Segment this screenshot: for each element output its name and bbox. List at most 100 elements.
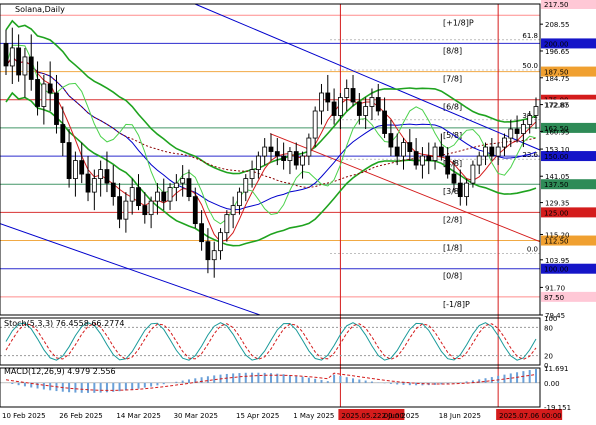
y-axis-tick-label: 172.85 xyxy=(545,102,570,110)
trend-line-red xyxy=(269,133,541,243)
candle-body xyxy=(211,250,217,261)
time-marker-text: 2025.07.06 00:00 xyxy=(499,412,561,420)
price-tag-text: 200.00 xyxy=(544,40,569,48)
candle-body xyxy=(312,110,318,139)
candle-body xyxy=(22,56,28,76)
candle-body xyxy=(533,106,539,116)
candle-body xyxy=(243,178,249,193)
candle-body xyxy=(173,182,179,189)
stochastic-panel xyxy=(0,322,540,361)
candle-body xyxy=(142,205,148,216)
x-axis-label: 18 Jun 2025 xyxy=(439,412,481,420)
time-marker-text: 2025.05.22 00:00 xyxy=(341,412,403,420)
candle-body xyxy=(35,79,40,107)
candle-body xyxy=(388,133,394,148)
price-tag-text: 125.00 xyxy=(544,209,569,217)
candle-body xyxy=(356,101,362,116)
candle-body xyxy=(28,56,34,80)
y-axis-tick-label: 115.20 xyxy=(545,231,570,239)
candle-body xyxy=(60,124,66,143)
candle-body xyxy=(495,146,501,157)
stochastic-label: Stoch(5,3,3) 76.4558 66.2774 xyxy=(4,319,124,328)
x-axis-label: 26 Feb 2025 xyxy=(59,412,103,420)
macd-panel-border xyxy=(0,367,541,408)
price-tag-text: 150.00 xyxy=(544,153,569,161)
candle-body xyxy=(237,191,242,207)
price-tag-bg xyxy=(541,235,596,246)
price-tag-bg xyxy=(541,291,596,302)
y-axis-tick-label: 91.70 xyxy=(545,284,565,292)
candle-body xyxy=(192,196,198,225)
murray-level-label: [6/8] xyxy=(443,103,462,112)
price-panel-border xyxy=(0,3,541,316)
x-axis-label: 30 Mar 2025 xyxy=(174,412,218,420)
candle-body xyxy=(255,155,261,170)
candle-body xyxy=(186,178,192,198)
candle-body xyxy=(514,128,520,134)
candle-body xyxy=(274,151,280,157)
candle-body xyxy=(438,146,444,157)
price-tag-bg xyxy=(541,263,596,274)
candle-body xyxy=(502,137,507,148)
price-tag-text: 172.87 xyxy=(544,102,569,110)
price-panel: [+1/8]P[8/8][7/8][6/8][5/8][4/8][3/8][2/… xyxy=(0,3,541,407)
time-marker-tag xyxy=(338,409,405,420)
candle-body xyxy=(117,196,122,220)
candle-body xyxy=(407,142,413,152)
murray-level-label: [-1/8]P xyxy=(443,300,470,309)
candle-body xyxy=(300,155,305,166)
candle-body xyxy=(16,47,22,76)
candle-body xyxy=(79,160,85,175)
y-axis-tick-label: 129.35 xyxy=(545,200,570,208)
fib-level-label: 50.0 xyxy=(522,62,538,70)
price-tag-bg xyxy=(541,66,596,77)
murray-level-label: [0/8] xyxy=(443,272,462,281)
candle-body xyxy=(161,191,167,202)
candle-body xyxy=(85,173,91,193)
macd-axis-label: 11.691 xyxy=(544,365,569,373)
y-axis-tick-label: 103.95 xyxy=(545,257,570,265)
candle-body xyxy=(483,146,488,157)
price-tag-bg xyxy=(541,151,596,162)
candle-body xyxy=(148,200,154,216)
candle-body xyxy=(155,191,160,202)
candle-body xyxy=(66,142,72,179)
candle-body xyxy=(413,151,419,166)
murray-level-label: [+1/8]P xyxy=(443,18,474,27)
candle-body xyxy=(287,151,293,161)
candle-body xyxy=(167,187,173,202)
candle-body xyxy=(375,97,381,112)
candle-body xyxy=(91,178,97,193)
candle-body xyxy=(426,155,432,161)
fib-level-label: 23.6 xyxy=(522,151,538,159)
x-axis-label: 14 Mar 2025 xyxy=(116,412,160,420)
price-tag-text: 162.50 xyxy=(544,125,569,133)
candle-body xyxy=(281,155,287,161)
candle-body xyxy=(394,146,400,157)
candle-body xyxy=(527,115,533,125)
stoch-axis-label: 0 xyxy=(544,362,548,370)
candle-body xyxy=(445,155,451,175)
price-tag-bg xyxy=(541,99,596,110)
candle-body xyxy=(363,106,369,116)
candle-body xyxy=(104,169,110,184)
candle-body xyxy=(401,142,406,157)
candle-body xyxy=(382,110,387,134)
price-tag-bg xyxy=(541,179,596,190)
price-tag-text: 87.50 xyxy=(544,294,564,302)
murray-level-label: [3/8] xyxy=(443,187,462,196)
candle-body xyxy=(508,128,514,139)
candle-body xyxy=(3,43,9,67)
murray-level-label: [1/8] xyxy=(443,244,462,253)
candle-body xyxy=(268,146,274,152)
stoch-main-line xyxy=(5,322,537,361)
candle-body xyxy=(306,137,312,157)
price-tag-text: 217.50 xyxy=(544,1,569,9)
candle-body xyxy=(123,200,129,220)
stoch-axis-label: 100 xyxy=(544,315,557,323)
macd-signal-line xyxy=(5,372,537,391)
x-axis-label: 10 Feb 2025 xyxy=(2,412,46,420)
macd-axis-label: 0.00 xyxy=(544,380,560,388)
price-tag-text: 100.00 xyxy=(544,266,569,274)
